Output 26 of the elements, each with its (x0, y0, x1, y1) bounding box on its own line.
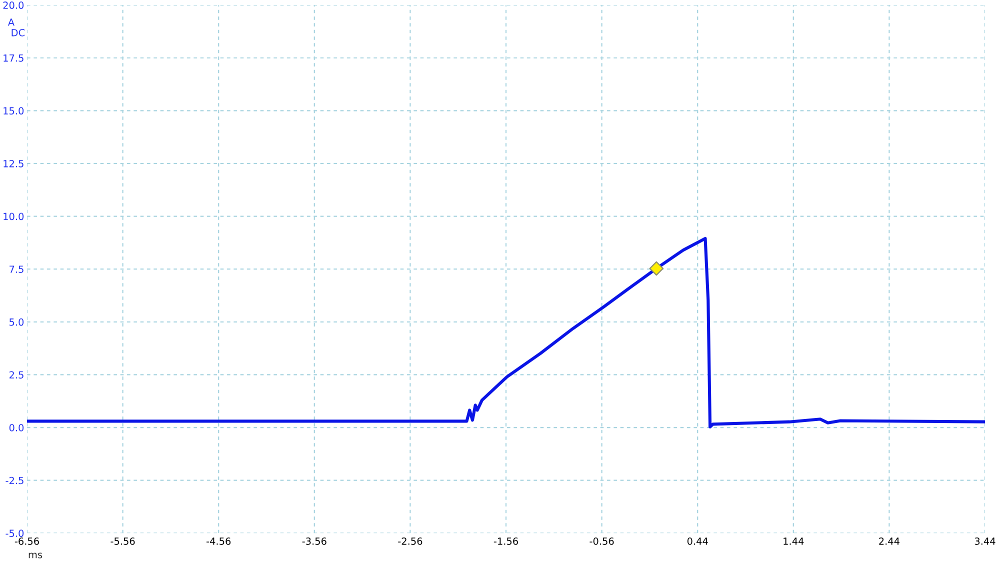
text: DC (12, 29, 25, 36)
line-series (27, 236, 985, 428)
x-tick-label: 2.44 (879, 538, 900, 545)
x-tick-label: 1.44 (784, 538, 804, 545)
x-tick-label: 0.44 (687, 538, 708, 545)
x-tick-label: -3.56 (302, 538, 326, 545)
y-tick-label: 10.0 (4, 212, 24, 220)
x-tick-label: -1.56 (494, 538, 518, 545)
y-tick-label: 17.5 (4, 54, 24, 62)
y-tick-label: 20.0 (3, 2, 24, 9)
x-tick-label: -2.56 (398, 538, 422, 545)
x-tick-label: 3.44 (974, 538, 996, 545)
y-tick-label: -5.0 (6, 530, 24, 537)
x-axis-title: ms (28, 552, 42, 558)
y-tick-label: 2.5 (9, 371, 24, 379)
y-tick-label: 12.5 (4, 160, 24, 168)
x-tick-label: -6.56 (14, 538, 39, 545)
y-tick-label: 0.0 (9, 424, 24, 432)
x-tick-label: -5.56 (110, 538, 135, 545)
x-tick-label: -4.56 (206, 538, 231, 545)
y-axis-title: A (8, 18, 14, 26)
y-tick-label: 15.0 (4, 107, 24, 115)
x-tick-label: -0.56 (590, 538, 614, 545)
y-tick-label: -2.5 (6, 476, 24, 484)
y-tick-label: 7.5 (10, 266, 24, 273)
y-tick-label: 5.0 (10, 318, 24, 326)
